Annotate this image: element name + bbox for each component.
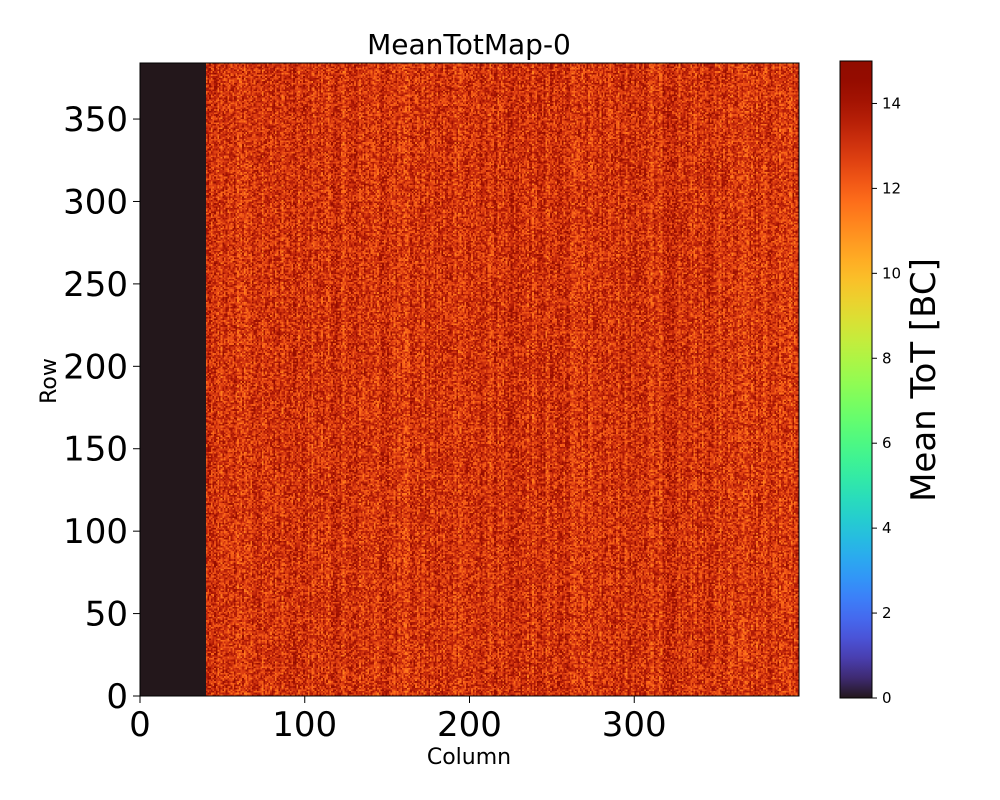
- plot-area: [139, 62, 800, 697]
- y-tick-label: 200: [63, 347, 128, 387]
- colorbar-tick-label: 0: [882, 689, 892, 707]
- x-tick-label: 200: [437, 705, 502, 745]
- colorbar-tick-label: 8: [882, 349, 892, 367]
- colorbar-tick-label: 2: [882, 604, 892, 622]
- y-tick-label: 50: [85, 595, 128, 635]
- y-tick-label: 350: [63, 100, 128, 140]
- y-tick-label: 250: [63, 265, 128, 305]
- colorbar-frame: [839, 60, 873, 699]
- x-tick-label: 0: [129, 705, 151, 745]
- colorbar-tick-label: 14: [882, 94, 901, 112]
- colorbar: 0 2 4 6 8 10 12 14 Mean ToT [BC]: [839, 60, 944, 707]
- colorbar-tick-label: 4: [882, 519, 892, 537]
- heatmap-image: [140, 63, 799, 696]
- y-axis: 0 50 100 150 200 250 300 350: [63, 100, 140, 717]
- y-axis-label: Row: [37, 358, 62, 404]
- y-tick-label: 100: [63, 512, 128, 552]
- colorbar-tick-label: 6: [882, 434, 892, 452]
- colorbar-tick-label: 12: [882, 179, 901, 197]
- colorbar-tick-label: 10: [882, 264, 901, 282]
- x-axis: 0 100 200 300: [129, 696, 667, 745]
- y-tick-label: 300: [63, 182, 128, 222]
- x-tick-label: 100: [272, 705, 337, 745]
- colorbar-ticks: 0 2 4 6 8 10 12 14: [872, 94, 901, 707]
- y-tick-label: 150: [63, 430, 128, 470]
- colorbar-gradient: [840, 61, 872, 698]
- y-tick-label: 0: [106, 677, 128, 717]
- x-tick-label: 300: [602, 705, 667, 745]
- colorbar-label: Mean ToT [BC]: [904, 258, 944, 502]
- x-axis-label: Column: [427, 745, 511, 770]
- chart-title: MeanTotMap-0: [367, 28, 571, 61]
